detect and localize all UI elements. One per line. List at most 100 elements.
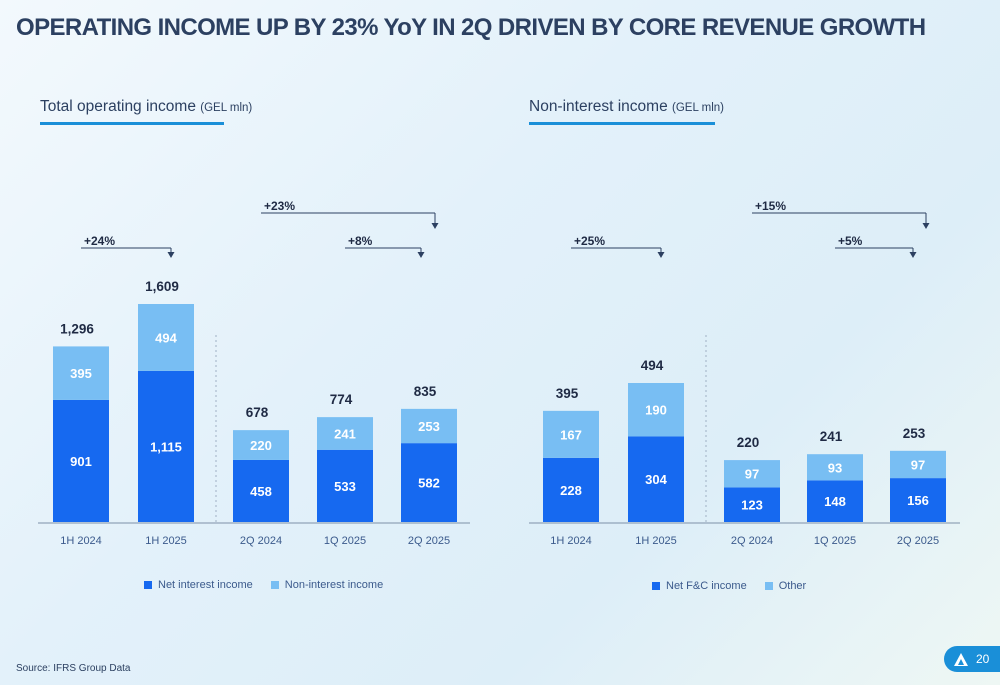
growth-arrow-head xyxy=(909,252,917,258)
legend-item-net-interest-income: Net interest income xyxy=(144,579,253,591)
bar-segment-secondary xyxy=(317,417,373,450)
data-label-primary: 901 xyxy=(70,454,92,469)
data-label-secondary: 97 xyxy=(911,457,925,472)
left-chart-title-text: Total operating income xyxy=(40,98,196,115)
legend-label: Net F&C income xyxy=(666,580,747,592)
left-chart-title-underline xyxy=(40,122,224,125)
total-label: 220 xyxy=(737,435,760,450)
legend-label: Other xyxy=(778,580,807,592)
data-label-primary: 156 xyxy=(907,493,929,508)
bar-segment-primary xyxy=(317,449,373,522)
bar-segment-primary xyxy=(401,443,457,522)
bar-segment-primary xyxy=(807,480,863,522)
growth-annotation-label: +15% xyxy=(755,199,786,213)
data-label-primary: 533 xyxy=(334,479,356,494)
data-label-secondary: 93 xyxy=(828,460,842,475)
legend-swatch-secondary xyxy=(270,581,279,589)
growth-annotation-label: +8% xyxy=(348,234,373,248)
data-label-secondary: 253 xyxy=(418,419,440,434)
source-note: Source: IFRS Group Data xyxy=(16,663,131,674)
bar-segment-secondary xyxy=(543,410,599,458)
x-tick-label: 1Q 2025 xyxy=(324,535,366,547)
right-chart-title-underline xyxy=(529,122,715,125)
total-label: 1,296 xyxy=(60,321,94,336)
x-tick-label: 2Q 2024 xyxy=(731,535,773,547)
growth-arrow-head xyxy=(657,252,665,258)
data-label-secondary: 395 xyxy=(70,366,92,381)
data-label-primary: 458 xyxy=(250,484,272,499)
legend-item-net-fc-income: Net F&C income xyxy=(652,580,747,592)
legend-item-other: Other xyxy=(764,580,807,592)
right-chart-title-text: Non-interest income xyxy=(529,98,668,115)
data-label-secondary: 167 xyxy=(560,427,582,442)
left-chart-legend: Net interest income Non-interest income xyxy=(144,579,383,591)
total-label: 774 xyxy=(330,392,353,407)
legend-swatch-primary xyxy=(652,582,660,590)
bar-segment-primary xyxy=(890,478,946,522)
growth-annotation-label: +24% xyxy=(84,234,115,248)
growth-arrow-head xyxy=(431,223,439,229)
growth-annotation-label: +25% xyxy=(574,234,605,248)
bar-segment-secondary xyxy=(138,304,194,371)
data-label-primary: 1,115 xyxy=(150,439,182,454)
right-chart-unit: (GEL mln) xyxy=(672,102,724,114)
legend-label: Net interest income xyxy=(158,579,253,591)
bar-segment-secondary xyxy=(724,460,780,488)
data-label-primary: 582 xyxy=(418,476,440,491)
growth-annotation-label: +5% xyxy=(838,234,863,248)
x-tick-label: 2Q 2025 xyxy=(408,535,450,547)
x-tick-label: 2Q 2025 xyxy=(897,535,939,547)
legend-item-non-interest-income: Non-interest income xyxy=(270,579,384,591)
total-label: 1,609 xyxy=(145,279,179,294)
page-number-badge: 20 xyxy=(944,646,1000,672)
data-label-primary: 148 xyxy=(824,494,846,509)
x-tick-label: 1H 2024 xyxy=(60,535,102,547)
total-label: 241 xyxy=(820,429,843,444)
bar-segment-primary xyxy=(724,487,780,522)
data-label-primary: 228 xyxy=(560,483,582,498)
triangle-logo-icon xyxy=(954,652,968,666)
growth-arrow-head xyxy=(167,252,175,258)
total-label: 253 xyxy=(903,426,926,441)
right-chart-legend: Net F&C income Other xyxy=(652,580,806,592)
total-label: 835 xyxy=(414,384,437,399)
total-label: 494 xyxy=(641,358,664,373)
total-label: 678 xyxy=(246,405,269,420)
bar-segment-secondary xyxy=(53,346,109,400)
x-tick-label: 1H 2024 xyxy=(550,535,592,547)
bar-segment-primary xyxy=(628,436,684,522)
bar-segment-secondary xyxy=(233,430,289,460)
data-label-secondary: 241 xyxy=(334,426,356,441)
data-label-secondary: 220 xyxy=(250,438,272,453)
bar-segment-primary xyxy=(53,399,109,522)
data-label-primary: 304 xyxy=(645,472,667,487)
bar-segment-secondary xyxy=(628,383,684,437)
x-tick-label: 2Q 2024 xyxy=(240,535,282,547)
data-label-secondary: 494 xyxy=(155,330,177,345)
bar-segment-secondary xyxy=(890,450,946,479)
bar-segment-primary xyxy=(233,459,289,522)
legend-label: Non-interest income xyxy=(284,579,384,591)
left-chart-title: Total operating income (GEL mln) xyxy=(40,98,252,116)
bar-segment-primary xyxy=(543,457,599,522)
growth-arrow-head xyxy=(922,223,930,229)
bar-segment-secondary xyxy=(807,454,863,481)
growth-arrow-head xyxy=(417,252,425,258)
total-label: 395 xyxy=(556,386,579,401)
page-number: 20 xyxy=(976,652,990,666)
data-label-primary: 123 xyxy=(741,498,763,513)
data-label-secondary: 97 xyxy=(745,467,759,482)
x-tick-label: 1Q 2025 xyxy=(814,535,856,547)
bar-segment-primary xyxy=(138,370,194,522)
legend-swatch-primary xyxy=(144,581,152,589)
right-chart-title: Non-interest income (GEL mln) xyxy=(529,98,724,116)
legend-swatch-secondary xyxy=(764,582,773,590)
x-tick-label: 1H 2025 xyxy=(635,535,677,547)
data-label-secondary: 190 xyxy=(645,403,667,418)
page-title: OPERATING INCOME UP BY 23% YoY IN 2Q DRI… xyxy=(16,14,926,41)
growth-annotation-label: +23% xyxy=(264,199,295,213)
left-chart-unit: (GEL mln) xyxy=(200,102,253,114)
bar-segment-secondary xyxy=(401,408,457,444)
